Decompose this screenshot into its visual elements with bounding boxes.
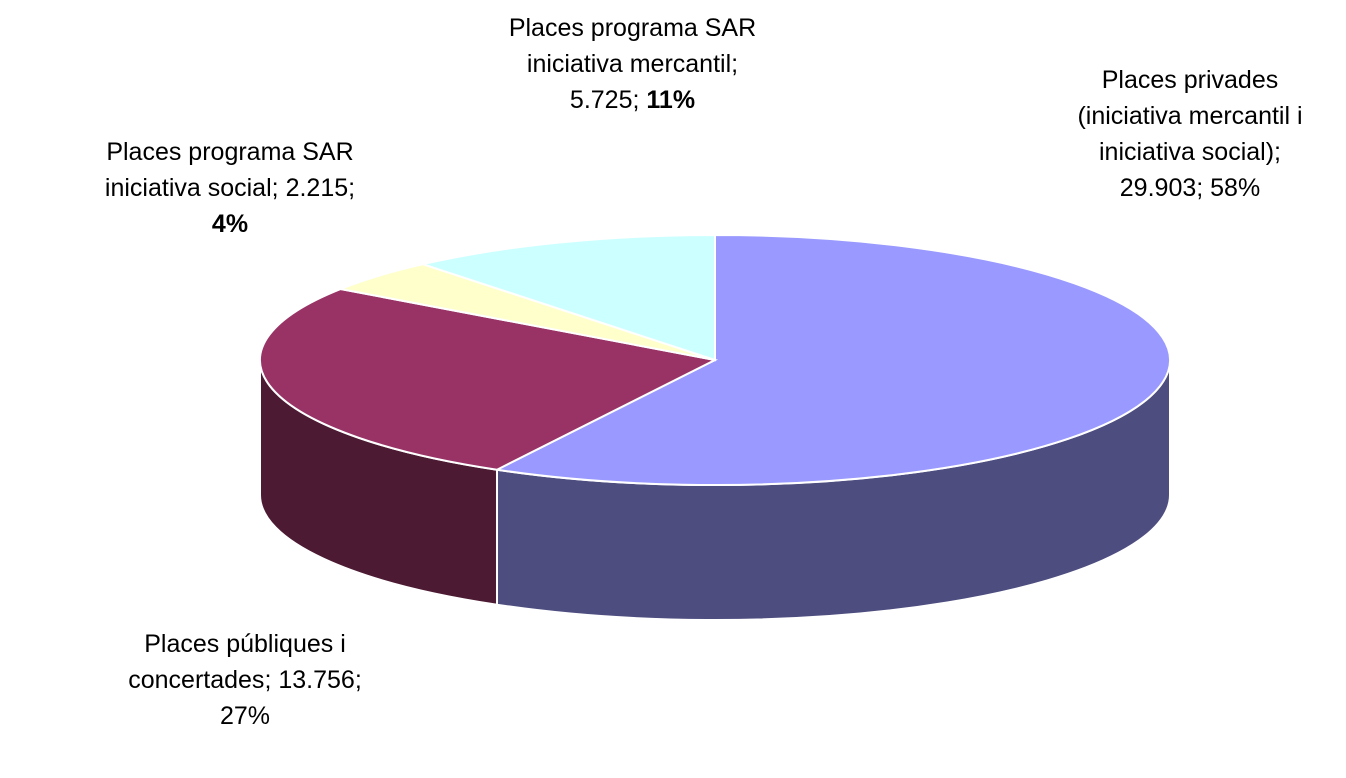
slice (419, 233, 716, 362)
label-name: Places privades (iniciativa mercantil i … (1077, 66, 1303, 166)
label-separator: ; (1196, 174, 1211, 202)
label-value: 5.725 (569, 86, 633, 114)
data-label: Places programa SAR iniciativa social; 2… (85, 134, 375, 242)
slice (493, 233, 1171, 486)
label-value: 29.903 (1119, 174, 1197, 202)
label-separator: ; (354, 666, 362, 694)
data-label: Places públiques i concertades; 13.756; … (100, 626, 390, 734)
data-label: Places programa SAR iniciativa mercantil… (500, 10, 765, 118)
label-percent: 27% (219, 702, 271, 730)
label-separator: ; (348, 174, 356, 202)
label-percent: 11% (646, 86, 696, 114)
label-separator: ; (271, 174, 286, 202)
label-value: 13.756 (278, 666, 355, 694)
label-separator: ; (264, 666, 279, 694)
slice (259, 287, 719, 471)
label-name: Places públiques i concertades (128, 630, 346, 694)
label-separator: ; (632, 86, 647, 114)
label-name: Places programa SAR iniciativa mercantil (508, 14, 757, 78)
label-percent: 4% (211, 210, 249, 238)
data-label: Places privades (iniciativa mercantil i … (1065, 62, 1315, 206)
label-separator: ; (1274, 138, 1281, 166)
label-name: Places programa SAR iniciativa social (104, 138, 354, 202)
label-value: 2.215 (285, 174, 349, 202)
label-separator: ; (731, 50, 739, 78)
label-percent: 58% (1210, 174, 1261, 202)
